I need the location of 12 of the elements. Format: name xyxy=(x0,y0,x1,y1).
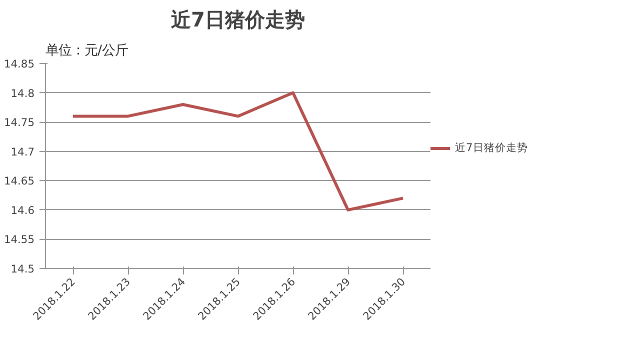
y-tick-label: 14.85 xyxy=(4,58,35,70)
y-tick-label: 14.6 xyxy=(10,204,35,217)
y-tick-label: 14.7 xyxy=(10,145,35,158)
text: 单位：元/公斤 xyxy=(46,44,128,58)
legend-label: 近7日猪价走势 xyxy=(455,141,528,155)
chart-title: 近7日猪价走势 xyxy=(170,8,305,32)
y-tick-label: 14.8 xyxy=(10,86,35,100)
line-series xyxy=(72,91,404,212)
y-tick-label: 14.65 xyxy=(4,174,35,188)
y-tick-label: 14.5 xyxy=(10,262,35,276)
y-tick-label: 14.55 xyxy=(4,233,35,246)
y-tick-label: 14.75 xyxy=(4,116,35,130)
